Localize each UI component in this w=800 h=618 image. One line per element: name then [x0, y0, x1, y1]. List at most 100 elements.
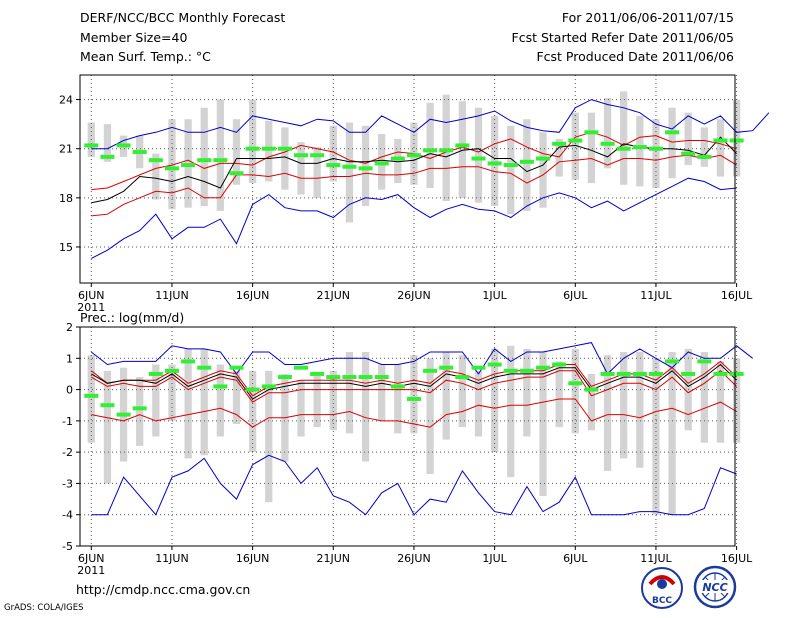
ensemble-bar [394, 364, 402, 434]
x-tick-label: 11JUL [640, 289, 672, 302]
ensemble-bar [313, 147, 321, 198]
observed-marker [423, 148, 438, 153]
ensemble-bar [184, 348, 192, 459]
observed-marker [632, 371, 647, 376]
ensemble-bar [555, 138, 563, 177]
observed-marker [713, 138, 728, 143]
series-upper-extreme [90, 342, 754, 375]
y-tick-label: 0 [66, 384, 73, 397]
x-tick-label: 6JUL [563, 289, 588, 302]
observed-marker [568, 138, 583, 143]
ensemble-bar [329, 370, 337, 431]
x-tick-label: 21JUN [317, 552, 351, 565]
observed-marker [584, 387, 599, 392]
x-tick-label: 16JUL [721, 552, 753, 565]
x-tick-label: 11JUN [155, 289, 189, 302]
ensemble-bar [732, 99, 741, 177]
series-lower-extreme [91, 454, 737, 516]
ensemble-bar [378, 364, 386, 421]
observed-marker [503, 163, 518, 168]
ensemble-bar [394, 138, 402, 184]
observed-marker [455, 143, 470, 148]
observed-marker [213, 158, 228, 163]
x-tick-label: 1JUL [482, 552, 507, 565]
observed-marker [406, 153, 421, 158]
observed-marker [229, 171, 244, 176]
x-tick-label: 6JUN [78, 289, 105, 302]
observed-marker [116, 143, 131, 148]
x-tick-label: 16JUN [236, 289, 270, 302]
observed-marker [729, 138, 744, 143]
ensemble-bar [87, 355, 95, 443]
observed-marker [116, 412, 131, 417]
bcc-logo: BCC [641, 567, 683, 609]
ensemble-bar [458, 355, 466, 428]
observed-marker [326, 375, 341, 380]
observed-marker [600, 141, 615, 146]
observed-marker [665, 130, 680, 135]
series-lower-spread [91, 154, 737, 217]
observed-marker [487, 362, 502, 367]
ensemble-bar [152, 364, 160, 437]
series-lower-extreme [91, 177, 737, 259]
ensemble-bar [265, 370, 273, 503]
ensemble-bar [603, 97, 612, 169]
ensemble-bar [232, 370, 241, 424]
observed-marker [552, 141, 567, 146]
series-ensemble-mean [91, 136, 737, 204]
observed-marker [600, 371, 615, 376]
ensemble-bar [136, 377, 144, 446]
ensemble-bar [442, 352, 450, 440]
x-tick-label: 16JUN [236, 552, 270, 565]
observed-marker [358, 375, 373, 380]
observed-marker [536, 365, 551, 370]
y-tick-label: 24 [59, 94, 73, 107]
ensemble-bar [168, 119, 176, 210]
x-tick-label: 6JUN [78, 552, 105, 565]
y-tick-label: 15 [59, 241, 73, 254]
observed-marker [697, 359, 712, 364]
produced-date-label: Fcst Produced Date 2011/06/06 [536, 49, 734, 64]
observed-marker [519, 368, 534, 373]
observed-marker [197, 365, 212, 370]
ensemble-bar [636, 352, 644, 468]
x-tick-label: 11JUL [640, 552, 672, 565]
ensemble-bar [523, 348, 531, 437]
member-size-label: Member Size=40 [80, 30, 188, 45]
source-url[interactable]: http://cmdp.ncc.cma.gov.cn [76, 582, 251, 597]
observed-marker [374, 161, 389, 166]
ensemble-bar [620, 91, 628, 185]
observed-marker [697, 154, 712, 159]
ensemble-bar [684, 112, 692, 166]
ensemble-bar [716, 119, 725, 177]
observed-marker [294, 153, 309, 158]
observed-marker [390, 156, 405, 161]
observed-marker [665, 359, 680, 364]
observed-marker [471, 156, 486, 161]
observed-marker [100, 154, 115, 159]
observed-marker [164, 166, 179, 171]
ensemble-bar [313, 373, 321, 428]
ensemble-bar [458, 101, 466, 198]
observed-marker [455, 375, 470, 380]
plot-frame [79, 326, 736, 547]
ensemble-bar [216, 364, 224, 437]
observed-marker [439, 148, 454, 153]
ensemble-bar [281, 127, 289, 190]
y-tick-label: -4 [62, 509, 73, 522]
ensemble-bar [168, 364, 176, 421]
ensemble-bar [200, 348, 208, 456]
panel-temp: 15 18 21 24 6JUN 11JUN 16JUN 21JUN 26JUN 1JUL 6JUL… [59, 74, 770, 314]
ensemble-bar [490, 115, 499, 207]
observed-marker [342, 375, 357, 380]
ensemble-bar [474, 370, 483, 437]
ensemble-bar [603, 355, 612, 471]
forecast-period-label: For 2011/06/06-2011/07/15 [561, 10, 734, 25]
observed-marker [536, 156, 551, 161]
x-tick-label: 1JUL [482, 289, 507, 302]
observed-marker [713, 371, 728, 376]
x-tick-label: 21JUN [317, 289, 351, 302]
x-year-label: 2011 [77, 301, 105, 314]
